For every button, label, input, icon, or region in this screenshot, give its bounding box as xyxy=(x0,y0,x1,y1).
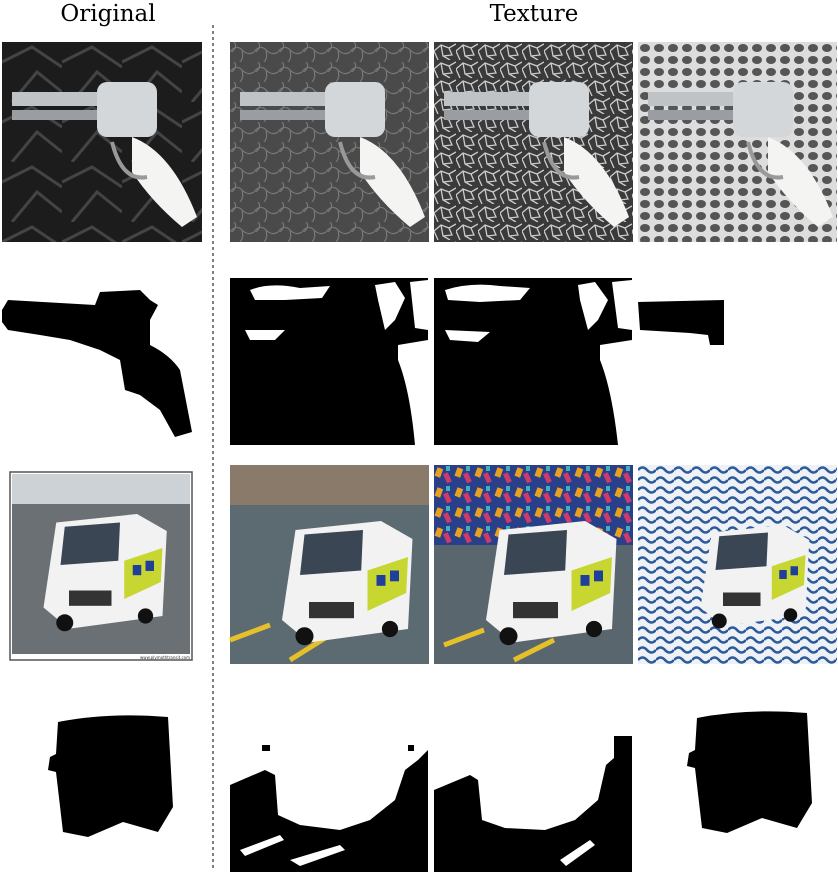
gun-texture-mask-1 xyxy=(230,278,428,445)
van-mask xyxy=(48,715,173,837)
van-texture-2 xyxy=(434,465,633,664)
watermark: www.plymothtransit.com xyxy=(140,655,190,660)
van-original: www.plymothtransit.com xyxy=(9,471,193,661)
gun-texture-1 xyxy=(230,42,429,242)
van-texture-3 xyxy=(638,465,837,664)
van-texture-mask-2 xyxy=(434,736,632,872)
gun-original xyxy=(2,42,202,242)
column-header: Original xyxy=(60,1,155,27)
van-texture-mask-1 xyxy=(230,745,428,872)
gun-texture-mask-2 xyxy=(434,278,632,445)
van-texture-mask-3 xyxy=(687,711,812,833)
gun-texture-mask-3 xyxy=(638,300,724,345)
gun-mask xyxy=(2,290,192,437)
gun-texture-3 xyxy=(638,42,837,242)
gun-texture-2 xyxy=(434,42,633,242)
van-texture-1 xyxy=(229,465,429,664)
column-header: Texture xyxy=(490,1,579,27)
